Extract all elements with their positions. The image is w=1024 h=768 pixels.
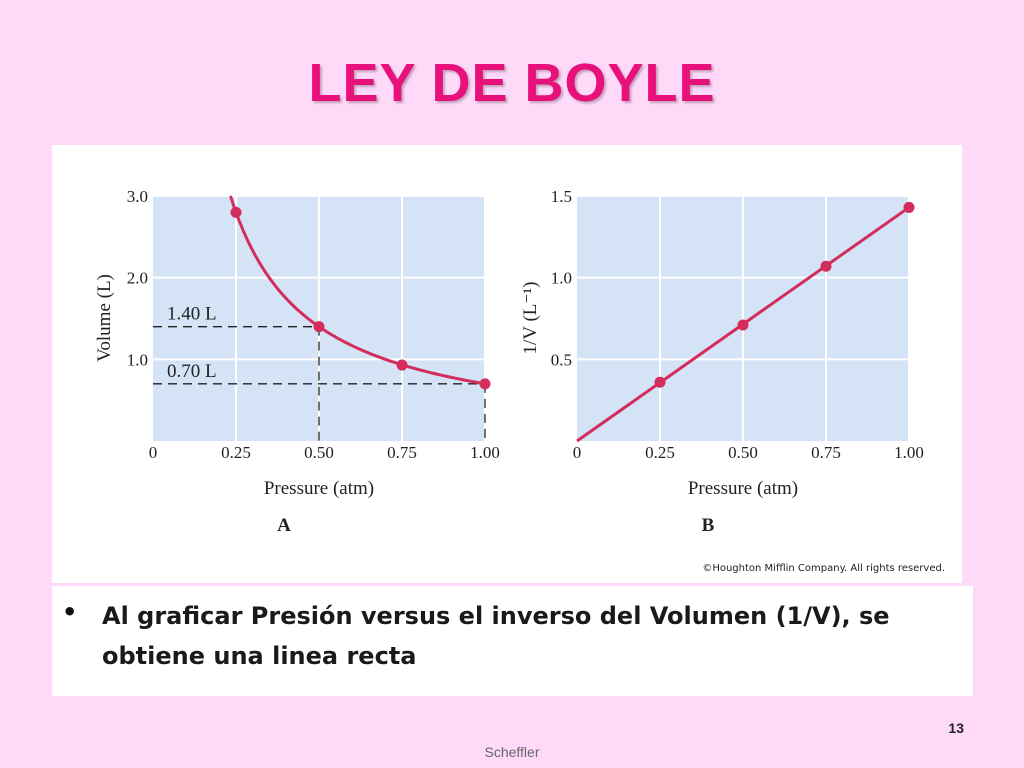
x-tick-label: 0	[573, 443, 582, 462]
data-point	[654, 376, 666, 388]
x-axis-label: Pressure (atm)	[264, 478, 374, 499]
panel-label: A	[277, 515, 291, 536]
bullet-text: Al graficar Presión versus el inverso de…	[102, 602, 890, 670]
x-tick-label: 0.25	[645, 443, 675, 462]
y-tick-label: 1.0	[127, 350, 148, 369]
series-line	[229, 195, 486, 386]
x-tick-label: 0.75	[387, 443, 417, 462]
annotation-label: 0.70 L	[167, 361, 217, 382]
y-axis-label: 1/V (L⁻¹)	[520, 282, 541, 355]
x-tick-label: 0.50	[304, 443, 334, 462]
x-tick-label: 0	[149, 443, 158, 462]
annotation-label: 1.40 L	[167, 304, 217, 325]
bullet-box: • Al graficar Presión versus el inverso …	[52, 586, 973, 696]
y-tick-label: 1.0	[551, 269, 572, 288]
figure-panel: 0 0.25 0.50 0.75 1.00 1.0 2.0 3.0 Pressure (atm)…	[52, 145, 962, 583]
x-tick-label: 0.50	[728, 443, 758, 462]
footer-author: Scheffler	[484, 744, 540, 760]
x-tick-label: 0.25	[221, 443, 251, 462]
data-point	[230, 206, 242, 218]
data-point	[820, 260, 832, 272]
panel-label: B	[702, 515, 715, 536]
slide-title: LEY DE BOYLE	[308, 53, 716, 113]
y-axis-label: Volume (L)	[94, 274, 115, 362]
y-tick-label: 2.0	[127, 269, 148, 288]
y-tick-label: 3.0	[127, 187, 148, 206]
data-point	[479, 378, 491, 390]
page-number: 13	[948, 720, 964, 736]
data-point	[396, 359, 408, 371]
y-tick-label: 0.5	[551, 350, 572, 369]
data-point	[903, 201, 915, 213]
bullet-icon: •	[62, 598, 78, 626]
x-tick-label: 0.75	[811, 443, 841, 462]
y-tick-label: 1.5	[551, 187, 572, 206]
copyright-notice: ©Houghton Mifflin Company. All rights re…	[702, 563, 945, 574]
x-tick-label: 1.00	[894, 443, 924, 462]
data-point	[737, 319, 749, 331]
data-point	[313, 321, 325, 333]
x-tick-label: 1.00	[470, 443, 500, 462]
x-axis-label: Pressure (atm)	[688, 478, 798, 499]
